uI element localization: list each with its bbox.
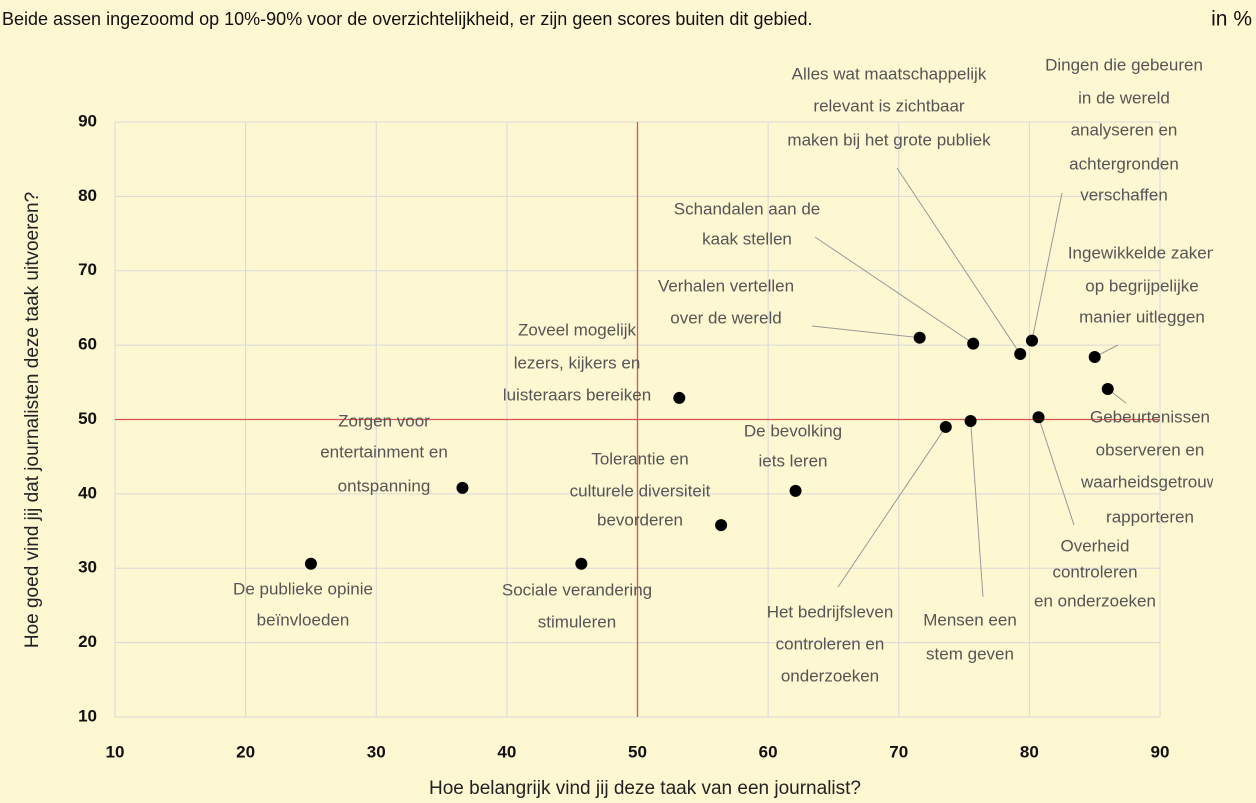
- point-label: rapporteren: [1106, 507, 1194, 526]
- x-tick-label: 10: [106, 742, 125, 761]
- x-axis-label: Hoe belangrijk vind jij deze taak van ee…: [429, 778, 861, 799]
- unit-note: in %: [1211, 8, 1252, 31]
- point: [967, 337, 980, 350]
- leader-line: [814, 236, 974, 345]
- y-tick-label: 60: [78, 335, 97, 354]
- y-tick-label: 80: [78, 186, 97, 205]
- point-label: waarheidsgetrouw: [1080, 472, 1220, 491]
- point-label: entertainment en: [320, 442, 448, 461]
- point-label: Schandalen aan de: [674, 199, 821, 218]
- leader-line: [1038, 417, 1075, 526]
- leader-line: [970, 420, 984, 598]
- point-label: De bevolking: [744, 421, 842, 440]
- point-label: stimuleren: [538, 612, 616, 631]
- point-label: beïnvloeden: [257, 610, 350, 629]
- x-tick-label: 80: [1020, 742, 1039, 761]
- point-label: op begrijpelijke: [1085, 276, 1198, 295]
- point-label: Verhalen vertellen: [658, 276, 794, 295]
- point: [1025, 334, 1038, 347]
- leader-line: [811, 325, 920, 339]
- point-label: lezers, kijkers en: [514, 353, 641, 372]
- point: [304, 557, 317, 570]
- point-label: Zoveel mogelijk: [518, 320, 637, 339]
- point: [1014, 348, 1027, 361]
- point-label: bevorderen: [597, 510, 683, 529]
- point-label: stem geven: [926, 644, 1014, 663]
- point-label: ontspanning: [338, 476, 431, 495]
- point-label: over de wereld: [670, 308, 782, 327]
- point-label: onderzoeken: [781, 666, 879, 685]
- point-label: culturele diversiteit: [570, 481, 711, 500]
- point: [939, 420, 952, 433]
- point-label: Overheid: [1061, 536, 1130, 555]
- point-label: Sociale verandering: [502, 580, 652, 599]
- point-label: maken bij het grote publiek: [787, 130, 991, 149]
- point: [456, 481, 469, 494]
- point-label: Gebeurtenissen: [1090, 407, 1210, 426]
- leader-line: [837, 426, 947, 588]
- point-label: en onderzoeken: [1034, 591, 1156, 610]
- point: [964, 414, 977, 427]
- point-label: in de wereld: [1078, 88, 1170, 107]
- point: [1101, 383, 1114, 396]
- point: [673, 391, 686, 404]
- point-label: De publieke opinie: [233, 579, 373, 598]
- y-axis-label: Hoe goed vind jij dat journalisten deze …: [22, 192, 43, 648]
- point-label: Het bedrijfsleven: [767, 602, 894, 621]
- x-tick-label: 30: [367, 742, 386, 761]
- point-label: Zorgen voor: [338, 411, 430, 430]
- point: [789, 484, 802, 497]
- point-label: controleren en: [776, 634, 885, 653]
- leader-line: [1031, 192, 1063, 341]
- point-label: achtergronden: [1069, 154, 1179, 173]
- point-label: analyseren en: [1071, 120, 1178, 139]
- point-label: kaak stellen: [702, 229, 792, 248]
- leader-line: [896, 167, 1021, 355]
- x-tick-label: 20: [236, 742, 255, 761]
- y-tick-label: 30: [78, 558, 97, 577]
- x-tick-label: 40: [497, 742, 516, 761]
- point-label: manier uitleggen: [1079, 307, 1205, 326]
- point: [1032, 411, 1045, 424]
- point-label: luisteraars bereiken: [503, 385, 651, 404]
- point-label: controleren: [1052, 562, 1137, 581]
- point-label: Mensen een: [923, 610, 1017, 629]
- y-tick-label: 70: [78, 260, 97, 279]
- point-label: Alles wat maatschappelijk: [792, 64, 987, 83]
- y-tick-label: 50: [78, 409, 97, 428]
- point-label: relevant is zichtbaar: [813, 96, 965, 115]
- point-label: iets leren: [759, 451, 828, 470]
- subtitle: Beide assen ingezoomd op 10%-90% voor de…: [2, 9, 813, 29]
- point: [1088, 351, 1101, 364]
- point-label: observeren en: [1096, 440, 1205, 459]
- point: [913, 331, 926, 344]
- point-label: Dingen die gebeuren: [1045, 55, 1203, 74]
- y-tick-label: 10: [78, 706, 97, 725]
- x-tick-label: 70: [889, 742, 908, 761]
- x-tick-label: 50: [628, 742, 647, 761]
- annotations: De publieke opinie beïnvloeden Zorgen voor…: [233, 55, 1220, 685]
- point-label: verschaffen: [1080, 185, 1168, 204]
- y-tick-label: 90: [78, 111, 97, 130]
- y-tick-label: 20: [78, 632, 97, 651]
- point: [715, 519, 728, 532]
- point: [575, 557, 588, 570]
- x-tick-label: 60: [759, 742, 778, 761]
- x-tick-label: 90: [1151, 742, 1170, 761]
- point-label: Ingewikkelde zaken: [1068, 243, 1216, 262]
- point-label: Tolerantie en: [591, 449, 688, 468]
- y-tick-label: 40: [78, 483, 97, 502]
